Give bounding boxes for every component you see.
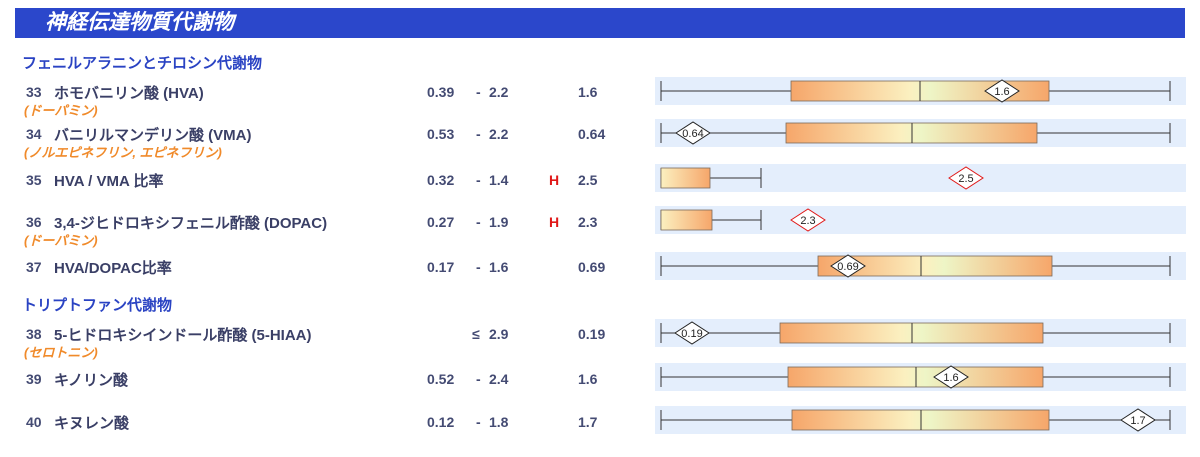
reference-box — [660, 209, 713, 231]
result-value: 1.6 — [578, 84, 598, 100]
test-number: 35 — [26, 172, 42, 188]
section-heading-phenylalanine: フェニルアラニンとチロシン代謝物 — [22, 55, 263, 72]
result-marker — [948, 166, 984, 190]
flag-high: H — [549, 172, 560, 188]
range-low: 0.32 — [427, 172, 455, 188]
range-high: 1.8 — [489, 414, 509, 430]
reference-box — [660, 167, 711, 189]
range-dash: - — [476, 126, 481, 142]
result-value: 1.7 — [578, 414, 598, 430]
result-marker — [933, 365, 969, 389]
result-marker-label: 0.19 — [681, 328, 702, 340]
range-high: 2.9 — [489, 326, 509, 342]
result-marker — [984, 79, 1020, 103]
test-number: 33 — [26, 84, 42, 100]
result-value: 0.19 — [578, 326, 606, 342]
range-high: 2.2 — [489, 126, 509, 142]
result-marker-label: 0.64 — [682, 128, 703, 140]
result-marker — [830, 254, 866, 278]
test-substance: (ドーパミン) — [24, 103, 98, 118]
test-row-33: 33 ホモバニリン酸 (HVA) (ドーパミン) 0.39 - 2.2 1.6 — [0, 76, 1200, 118]
test-substance: (ノルエピネフリン, エピネフリン) — [24, 145, 222, 160]
range-low: 0.53 — [427, 126, 455, 142]
range-le: ≤ — [472, 326, 480, 342]
range-dash: - — [476, 371, 481, 387]
test-name: 3,4-ジヒドロキシフェニル酢酸 (DOPAC) — [54, 215, 328, 232]
result-value: 0.64 — [578, 126, 606, 142]
banner-title: 神経伝達物質代謝物 — [45, 11, 234, 34]
range-low: 0.17 — [427, 259, 455, 275]
result-marker — [790, 208, 826, 232]
range-high: 2.2 — [489, 84, 509, 100]
range-high: 2.4 — [489, 371, 509, 387]
result-value: 2.5 — [578, 172, 598, 188]
test-substance: (セロトニン) — [24, 345, 98, 360]
test-number: 40 — [26, 414, 42, 430]
test-number: 34 — [26, 126, 42, 142]
test-row-36: 36 3,4-ジヒドロキシフェニル酢酸 (DOPAC) (ドーパミン) 0.27… — [0, 206, 1200, 248]
section-heading-tryptophan: トリプトファン代謝物 — [22, 297, 173, 314]
test-row-40: 40 キヌレン酸 0.12 - 1.8 1.7 — [0, 406, 1200, 446]
result-marker-label: 1.6 — [943, 372, 958, 384]
range-dash: - — [476, 214, 481, 230]
test-row-37: 37 HVA/DOPAC比率 0.17 - 1.6 0.69 — [0, 251, 1200, 291]
range-dash: - — [476, 84, 481, 100]
section-banner: 神経伝達物質代謝物 — [15, 8, 1185, 38]
test-row-38: 38 5-ヒドロキシインドール酢酸 (5-HIAA) (セロトニン) ≤ 2.9… — [0, 318, 1200, 360]
result-marker-label: 2.3 — [800, 215, 815, 227]
range-dash: - — [476, 172, 481, 188]
test-name: 5-ヒドロキシインドール酢酸 (5-HIAA) — [54, 327, 312, 344]
test-substance: (ドーパミン) — [24, 233, 98, 248]
result-marker-label: 1.7 — [1130, 415, 1145, 427]
test-number: 39 — [26, 371, 42, 387]
result-marker-label: 1.6 — [994, 86, 1009, 98]
result-value: 2.3 — [578, 214, 598, 230]
range-high: 1.4 — [489, 172, 509, 188]
flag-high: H — [549, 214, 560, 230]
test-name: HVA / VMA 比率 — [54, 173, 164, 190]
test-name: ホモバニリン酸 (HVA) — [54, 85, 204, 102]
result-marker-label: 2.5 — [958, 173, 973, 185]
test-row-39: 39 キノリン酸 0.52 - 2.4 1.6 — [0, 363, 1200, 403]
test-row-34: 34 バニリルマンデリン酸 (VMA) (ノルエピネフリン, エピネフリン) 0… — [0, 118, 1200, 160]
result-value: 1.6 — [578, 371, 598, 387]
result-marker — [674, 321, 710, 345]
range-low: 0.27 — [427, 214, 455, 230]
test-number: 37 — [26, 259, 42, 275]
range-dash: - — [476, 414, 481, 430]
test-number: 38 — [26, 326, 42, 342]
range-high: 1.9 — [489, 214, 509, 230]
range-high: 1.6 — [489, 259, 509, 275]
range-low: 0.12 — [427, 414, 455, 430]
result-marker — [1120, 408, 1156, 432]
reference-box — [817, 255, 1053, 277]
range-low: 0.39 — [427, 84, 455, 100]
result-marker — [675, 121, 711, 145]
test-name: キヌレン酸 — [54, 415, 130, 432]
test-number: 36 — [26, 214, 42, 230]
range-low: 0.52 — [427, 371, 455, 387]
test-name: バニリルマンデリン酸 (VMA) — [54, 127, 252, 144]
range-dash: - — [476, 259, 481, 275]
test-row-35: 35 HVA / VMA 比率 0.32 - 1.4 H 2.5 — [0, 164, 1200, 204]
result-value: 0.69 — [578, 259, 606, 275]
test-name: キノリン酸 — [54, 372, 128, 389]
result-marker-label: 0.69 — [837, 261, 858, 273]
test-name: HVA/DOPAC比率 — [54, 260, 172, 277]
